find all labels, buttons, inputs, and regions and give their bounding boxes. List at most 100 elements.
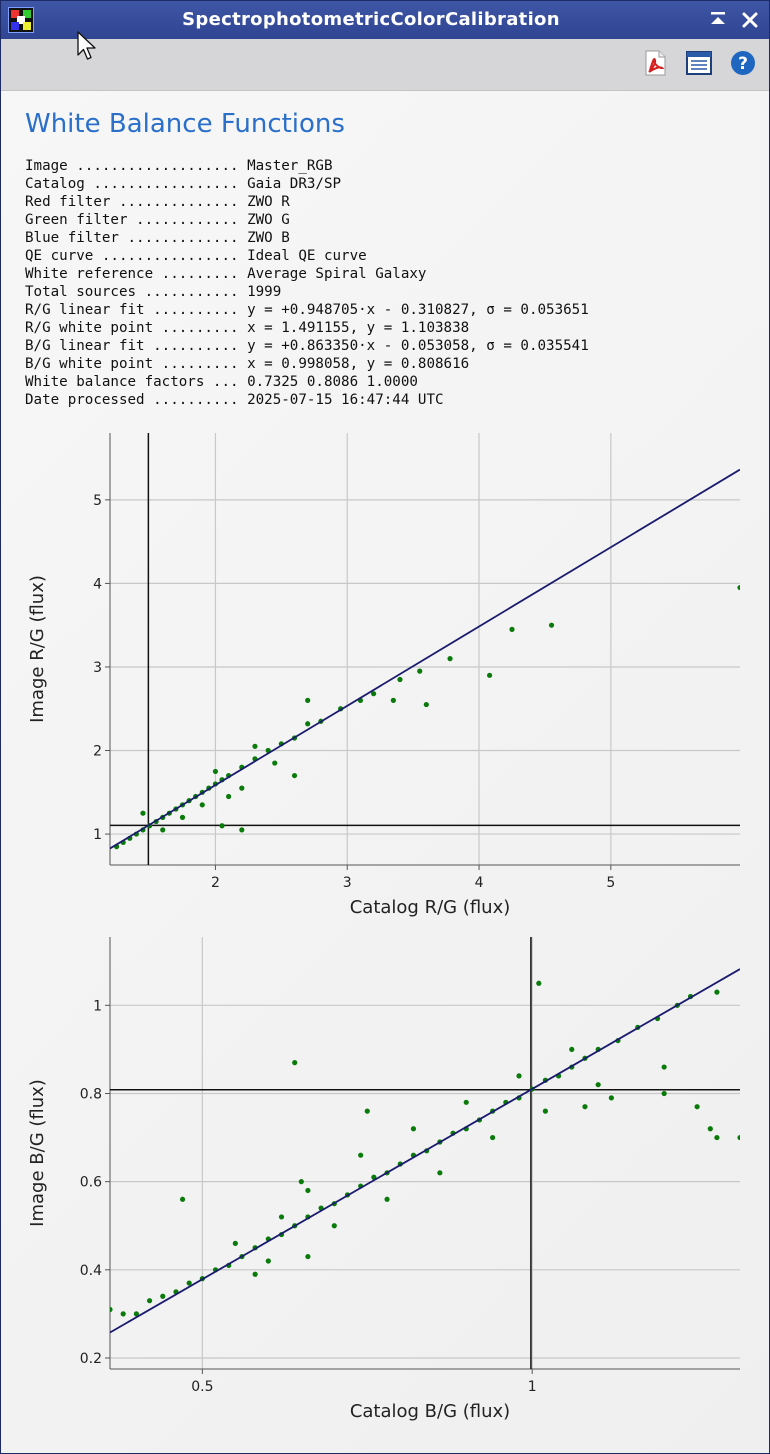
x-axis-label: Catalog R/G (flux) (350, 897, 511, 918)
fit-line (110, 968, 740, 1334)
report-label: Blue filter ............. (25, 230, 239, 246)
data-point (582, 1104, 588, 1110)
data-point (120, 1311, 126, 1317)
data-point (239, 827, 245, 833)
report-row: Catalog ................. Gaia DR3/SP (25, 175, 589, 193)
report-label: Date processed .......... (25, 392, 239, 408)
help-button[interactable]: ? (729, 49, 757, 77)
x-tick-label: 0.5 (191, 1379, 213, 1395)
data-point (160, 1293, 166, 1299)
x-axis-label: Catalog B/G (flux) (350, 1401, 510, 1422)
report-label: White balance factors ... (25, 374, 239, 390)
data-point (536, 980, 542, 986)
data-point (486, 672, 493, 678)
report-label: Green filter ............ (25, 212, 239, 228)
data-point (542, 1108, 548, 1114)
app-icon (8, 7, 34, 33)
report-table: Image ................... Master_RGB Cata… (25, 157, 589, 409)
report-label: Catalog ................. (25, 176, 239, 192)
data-point (358, 1152, 364, 1158)
report-row: Blue filter ............. ZWO B (25, 229, 589, 247)
data-point (160, 827, 166, 833)
y-axis-label: Image R/G (flux) (27, 575, 48, 723)
x-tick-label: 4 (475, 875, 484, 891)
toolbar: ? (1, 39, 769, 91)
report-row: Red filter .............. ZWO R (25, 193, 589, 211)
y-tick-label: 3 (93, 660, 102, 676)
y-tick-label: 0.6 (80, 1175, 102, 1191)
report-view-button[interactable] (685, 49, 713, 77)
report-value: x = 1.491155, y = 1.103838 (238, 320, 470, 336)
data-point (212, 768, 219, 775)
report-label: B/G white point ......... (25, 356, 239, 372)
page-title: White Balance Functions (25, 109, 345, 139)
data-point (437, 1170, 443, 1176)
report-row: B/G linear fit .......... y = +0.863350·… (25, 337, 589, 355)
report-value: x = 0.998058, y = 0.808616 (238, 356, 470, 372)
data-point (179, 814, 186, 820)
report-row: QE curve ................ Ideal QE curve (25, 247, 589, 265)
y-axis-label: Image B/G (flux) (27, 1079, 48, 1227)
data-point (516, 1073, 522, 1079)
close-button[interactable] (739, 9, 761, 31)
data-point (305, 721, 311, 727)
data-point (232, 1240, 238, 1246)
report-value: Average Spiral Galaxy (238, 266, 427, 282)
data-point (737, 1134, 740, 1141)
report-row: White balance factors ... 0.7325 0.8086 … (25, 373, 589, 391)
y-tick-label: 2 (93, 744, 102, 760)
data-point (140, 810, 146, 816)
data-point (608, 1095, 614, 1101)
report-row: White reference ......... Average Spiral… (25, 265, 589, 283)
data-point (447, 656, 453, 662)
help-icon: ? (731, 51, 755, 75)
data-point (370, 691, 377, 697)
data-point (707, 1126, 713, 1132)
report-label: QE curve ................ (25, 248, 239, 264)
report-row: Date processed .......... 2025-07-15 16:… (25, 391, 589, 409)
export-pdf-button[interactable] (641, 49, 669, 77)
report-label: R/G white point ......... (25, 320, 239, 336)
fit-line (110, 468, 740, 850)
data-point (219, 823, 225, 829)
title-bar[interactable]: SpectrophotometricColorCalibration (1, 1, 769, 39)
data-point (661, 1090, 667, 1097)
shade-button[interactable] (707, 9, 729, 31)
report-label: B/G linear fit .......... (25, 338, 239, 354)
report-value: Master_RGB (238, 158, 333, 174)
data-point (265, 1258, 271, 1264)
data-point (410, 1126, 417, 1132)
y-tick-label: 0.4 (80, 1263, 102, 1279)
pdf-icon (645, 50, 666, 76)
report-label: Image ................... (25, 158, 239, 174)
data-point (364, 1108, 370, 1114)
data-point (239, 785, 245, 791)
shade-icon (711, 12, 725, 24)
close-icon (742, 12, 758, 28)
window-title: SpectrophotometricColorCalibration (182, 9, 560, 30)
report-row: R/G white point ......... x = 1.491155, … (25, 319, 589, 337)
x-tick-label: 3 (343, 875, 352, 891)
data-point (661, 1064, 667, 1070)
data-point (252, 1271, 258, 1277)
report-row: Total sources ........... 1999 (25, 283, 589, 301)
report-label: Total sources ........... (25, 284, 239, 300)
report-value: ZWO G (238, 212, 290, 228)
report-value: Gaia DR3/SP (238, 176, 342, 192)
data-point (305, 697, 311, 703)
data-point (714, 989, 720, 995)
report-row: R/G linear fit .......... y = +0.948705·… (25, 301, 589, 319)
data-point (272, 760, 278, 766)
data-point (548, 622, 555, 628)
mouse-cursor-icon (77, 31, 96, 60)
data-point (298, 1179, 304, 1185)
data-point (110, 1306, 113, 1313)
report-value: 1999 (238, 284, 282, 300)
rg-scatter-chart: 2 3 4 5 1 2 3 4 5 Catalog R/G (flux) Image R/G (fl… (27, 433, 740, 918)
y-tick-label: 5 (93, 493, 102, 509)
report-value: 2025-07-15 16:47:44 UTC (238, 392, 444, 408)
data-point (292, 1060, 298, 1066)
data-point (305, 1253, 311, 1260)
y-tick-label: 1 (93, 827, 102, 843)
